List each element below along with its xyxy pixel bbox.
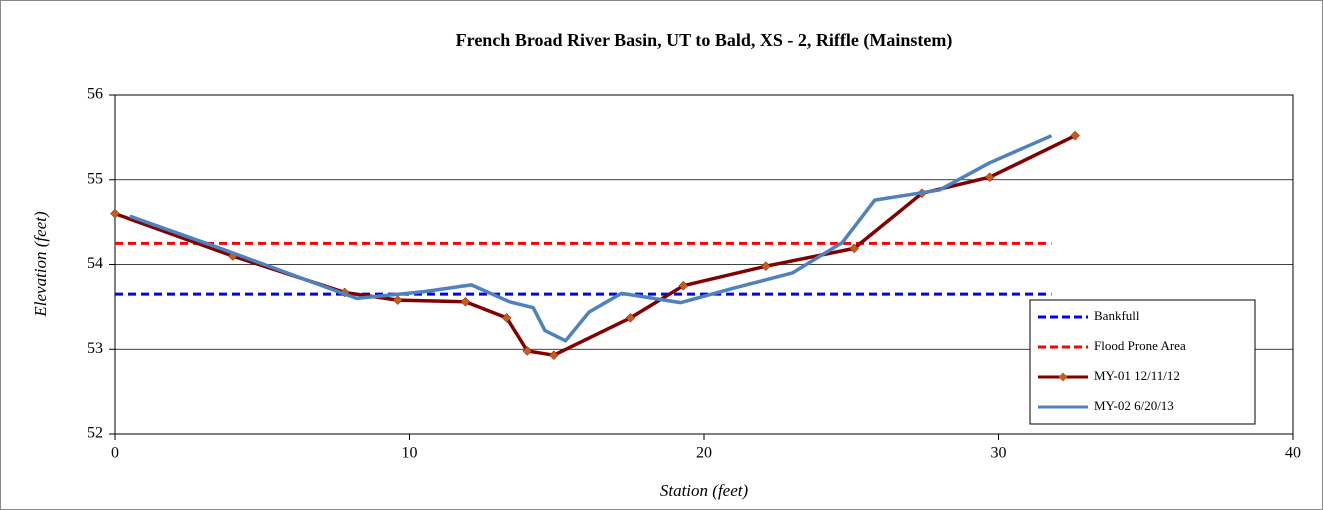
marker — [460, 296, 471, 307]
marker — [392, 295, 403, 305]
x-tick-label: 30 — [991, 445, 1007, 462]
marker — [522, 346, 533, 356]
legend-label: MY-01 12/11/12 — [1094, 368, 1180, 383]
y-tick-label: 56 — [87, 86, 103, 103]
x-tick-label: 40 — [1285, 445, 1301, 462]
y-tick-label: 52 — [87, 425, 103, 442]
chart-title: French Broad River Basin, UT to Bald, XS… — [456, 30, 953, 51]
marker — [849, 243, 860, 254]
marker — [625, 313, 636, 323]
marker — [678, 280, 689, 291]
marker — [110, 208, 120, 219]
series-line — [129, 134, 1053, 343]
y-tick-label: 53 — [87, 340, 103, 357]
legend-box — [1029, 299, 1256, 425]
marker — [984, 172, 995, 183]
legend-marker — [1058, 372, 1068, 382]
marker — [548, 350, 559, 361]
marker — [760, 261, 771, 272]
x-tick-label: 20 — [696, 445, 712, 462]
marker — [501, 313, 512, 323]
plot-area — [114, 94, 1294, 435]
x-axis-label: Station (feet) — [660, 481, 749, 500]
x-tick-label: 0 — [111, 445, 119, 462]
legend-label: Bankfull — [1094, 308, 1140, 323]
y-tick-label: 54 — [87, 255, 103, 272]
x-tick-label: 10 — [402, 445, 418, 462]
marker — [1070, 130, 1080, 141]
y-tick-label: 55 — [87, 170, 103, 187]
legend-label: MY-02 6/20/13 — [1094, 398, 1174, 413]
y-axis-label: Elevation (feet) — [31, 211, 50, 318]
legend-label: Flood Prone Area — [1094, 338, 1186, 353]
